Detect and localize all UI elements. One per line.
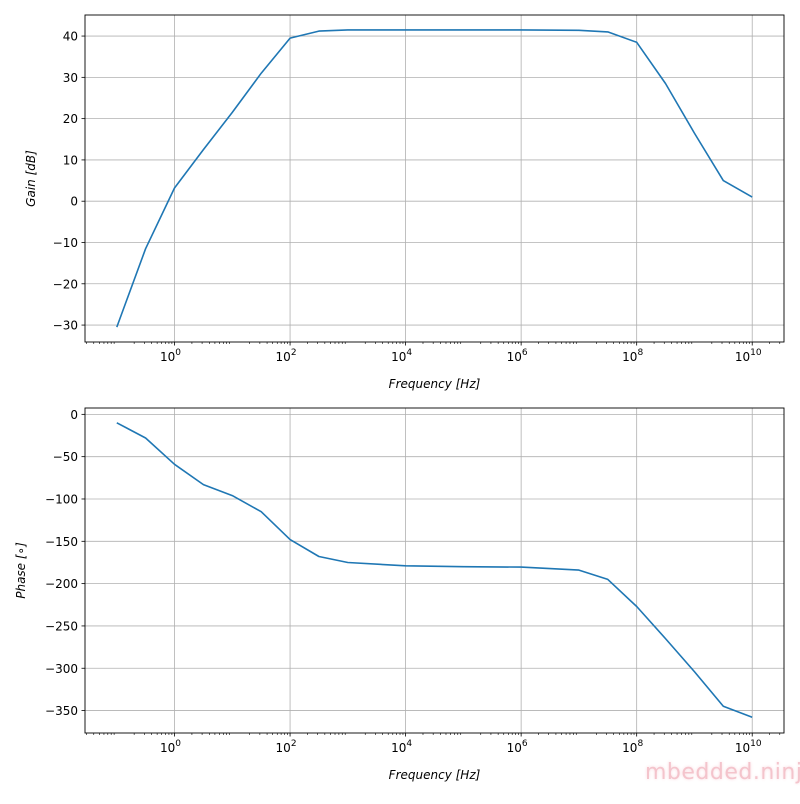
axes-frame	[84, 407, 785, 734]
y-tick-label: −350	[45, 704, 78, 718]
y-tick-label: −250	[45, 619, 78, 633]
x-tick-exponent: 10	[750, 348, 762, 358]
y-tick-label: 30	[63, 71, 78, 85]
y-tick-label: −100	[45, 492, 78, 506]
y-tick-label: −300	[45, 662, 78, 676]
x-tick-label: 106	[507, 739, 528, 755]
y-tick-label: 0	[70, 408, 78, 422]
x-tick-exponent: 8	[637, 739, 643, 749]
x-tick-exponent: 10	[750, 739, 762, 749]
gain-plot: 100 102 104 106 108 1010403020100−10−20−30Fre…	[24, 14, 785, 391]
x-tick-label: 106	[507, 348, 528, 364]
x-axis-label: Frequency [Hz]	[389, 768, 481, 782]
axes-frame	[84, 14, 785, 343]
y-tick-label: −150	[45, 535, 78, 549]
x-tick-label: 100	[160, 739, 181, 755]
y-tick-label: −20	[53, 277, 78, 291]
y-tick-label: 10	[63, 153, 78, 167]
y-tick-label: −30	[53, 319, 78, 333]
x-tick-exponent: 6	[522, 348, 528, 358]
x-tick-exponent: 0	[175, 739, 181, 749]
phase-line	[116, 422, 753, 719]
phase-plot: 100 102 104 106 108 10100−50−100−150−200−250−…	[14, 407, 785, 782]
x-tick-exponent: 4	[406, 739, 412, 749]
x-tick-label: 102	[276, 348, 297, 364]
y-tick-label: 0	[70, 195, 78, 209]
x-tick-label: 100	[160, 348, 181, 364]
y-axis-label: Phase [∘]	[14, 542, 28, 599]
y-tick-label: 40	[63, 30, 78, 44]
x-tick-exponent: 2	[291, 739, 297, 749]
x-tick-exponent: 8	[637, 348, 643, 358]
x-tick-exponent: 6	[522, 739, 528, 749]
x-tick-label: 1010	[735, 739, 762, 755]
y-tick-label: −50	[53, 450, 78, 464]
y-tick-label: −10	[53, 236, 78, 250]
x-tick-label: 108	[622, 739, 643, 755]
watermark: mbedded.ninja	[645, 760, 800, 785]
x-axis-label: Frequency [Hz]	[389, 377, 481, 391]
x-tick-label: 104	[391, 739, 412, 755]
gain-line	[116, 29, 753, 328]
x-tick-exponent: 0	[175, 348, 181, 358]
y-tick-label: 20	[63, 112, 78, 126]
y-tick-label: −200	[45, 577, 78, 591]
y-axis-label: Gain [dB]	[24, 150, 38, 207]
x-tick-label: 102	[276, 739, 297, 755]
x-tick-exponent: 2	[291, 348, 297, 358]
x-tick-exponent: 4	[406, 348, 412, 358]
x-tick-label: 1010	[735, 348, 762, 364]
x-tick-label: 108	[622, 348, 643, 364]
x-tick-label: 104	[391, 348, 412, 364]
